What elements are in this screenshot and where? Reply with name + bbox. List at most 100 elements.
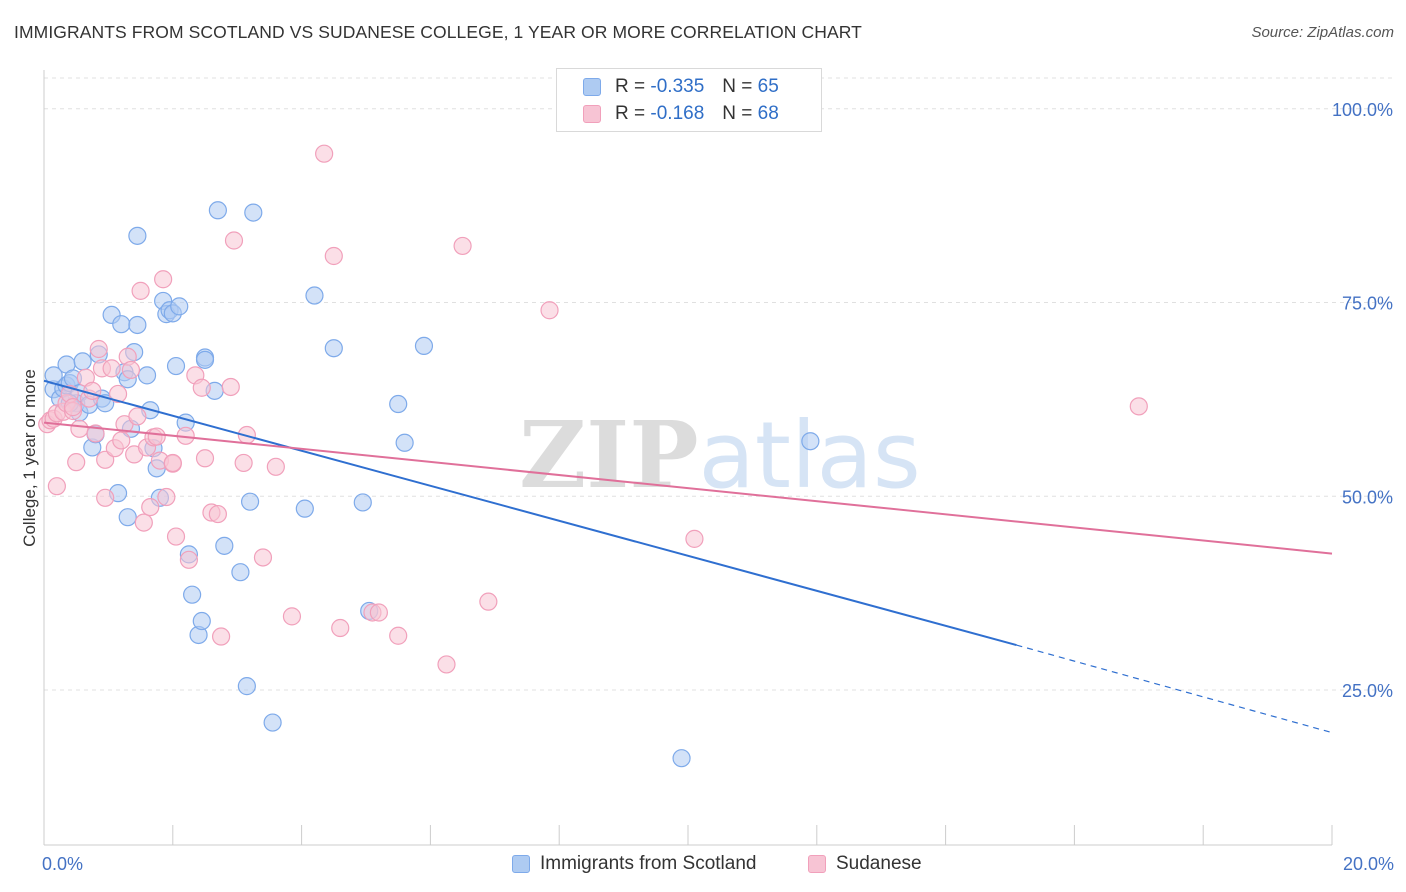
legend-r-value: -0.335: [650, 76, 705, 97]
data-point: [192, 378, 211, 397]
data-point: [263, 713, 282, 732]
data-point: [305, 286, 324, 305]
y-tick-label: 25.0%: [1342, 681, 1393, 701]
bottom-legend-swatch-sudanese: [808, 855, 826, 873]
data-point: [137, 366, 157, 385]
data-point: [389, 626, 408, 645]
data-point: [112, 315, 131, 334]
data-point: [131, 281, 150, 300]
legend-r-label: R =: [615, 103, 646, 124]
y-tick-label: 50.0%: [1342, 487, 1393, 507]
data-point: [215, 536, 234, 555]
data-point: [315, 144, 334, 163]
data-point: [166, 527, 186, 546]
legend-n-value: 65: [757, 76, 779, 97]
axis-layer: 25.0% 50.0% 75.0% 100.0% 0.0% 20.0%: [42, 70, 1394, 874]
data-point: [183, 585, 202, 604]
data-point: [112, 431, 131, 450]
data-point: [195, 350, 215, 369]
data-point: [231, 563, 250, 582]
data-point: [192, 611, 211, 631]
data-point: [70, 419, 89, 438]
data-point: [96, 450, 115, 469]
data-point: [479, 592, 498, 611]
data-point: [128, 226, 147, 245]
data-point: [89, 339, 108, 359]
bottom-legend-scotland: Immigrants from Scotland: [512, 852, 756, 876]
data-point: [157, 487, 176, 507]
data-point: [141, 498, 160, 517]
data-point: [63, 398, 83, 417]
data-point: [73, 352, 92, 371]
bottom-legend-label-scotland: Immigrants from Scotland: [540, 853, 757, 874]
legend-r-label: R =: [615, 76, 646, 97]
data-point: [170, 297, 189, 316]
data-point: [47, 477, 66, 496]
data-point: [369, 603, 388, 622]
data-point: [128, 407, 147, 426]
data-point: [672, 749, 691, 768]
trend-line-scotland: [43, 379, 1017, 647]
data-point: [128, 315, 147, 335]
data-point: [96, 488, 115, 507]
data-point: [224, 231, 244, 250]
data-point: [266, 457, 285, 476]
series-sudanese: [38, 144, 1148, 674]
watermark: ZIPatlas: [519, 401, 921, 509]
bottom-legend-swatch-scotland: [512, 855, 530, 873]
legend-r-value: -0.168: [650, 103, 705, 124]
grid-layer: [44, 77, 1392, 691]
data-point: [163, 453, 182, 473]
data-point: [453, 236, 472, 256]
trend-layer: [43, 379, 1333, 734]
data-point: [108, 384, 128, 404]
data-point: [353, 493, 372, 512]
trend-line-sudanese: [43, 421, 1333, 555]
data-point: [1129, 397, 1148, 416]
legend-n-value: 68: [757, 103, 779, 124]
data-point: [234, 453, 253, 473]
x-tick-label: 20.0%: [1343, 854, 1394, 874]
data-point: [134, 513, 153, 532]
data-point: [685, 529, 704, 548]
data-point: [147, 427, 166, 446]
data-point: [389, 394, 408, 414]
data-point: [118, 508, 137, 527]
data-point: [331, 618, 350, 638]
data-point: [208, 504, 227, 524]
correlation-legend: R = -0.335 N = 65 R = -0.168 N = 68: [556, 68, 822, 132]
points-layer: [38, 144, 1148, 768]
data-point: [212, 627, 231, 646]
legend-row-sudanese: R = -0.168 N = 68: [583, 102, 779, 126]
data-point: [221, 377, 240, 397]
chart-source: Source: ZipAtlas.com: [1251, 24, 1394, 41]
data-point: [208, 201, 227, 220]
data-point: [102, 359, 121, 378]
legend-swatch-sudanese: [583, 105, 601, 123]
data-point: [414, 336, 434, 355]
data-point: [240, 492, 260, 511]
legend-swatch-scotland: [583, 78, 601, 96]
data-point: [195, 449, 215, 468]
data-point: [395, 433, 414, 452]
legend-n-label: N =: [722, 76, 753, 97]
data-point: [282, 607, 302, 626]
data-point: [67, 453, 86, 472]
legend-row-scotland: R = -0.335 N = 65: [583, 75, 779, 99]
data-point: [253, 548, 273, 567]
bottom-legend-label-sudanese: Sudanese: [836, 853, 922, 874]
data-point: [437, 655, 456, 674]
y-tick-label: 75.0%: [1342, 294, 1393, 314]
chart-title: IMMIGRANTS FROM SCOTLAND VS SUDANESE COL…: [14, 22, 862, 42]
data-point: [540, 301, 559, 320]
bottom-legend-sudanese: Sudanese: [808, 852, 922, 876]
data-point: [83, 381, 102, 400]
x-tick-label: 0.0%: [42, 854, 83, 874]
data-point: [324, 246, 343, 266]
data-point: [121, 360, 141, 380]
data-point: [237, 677, 256, 696]
data-point: [801, 432, 820, 451]
data-point: [166, 356, 186, 376]
data-point: [244, 203, 263, 222]
